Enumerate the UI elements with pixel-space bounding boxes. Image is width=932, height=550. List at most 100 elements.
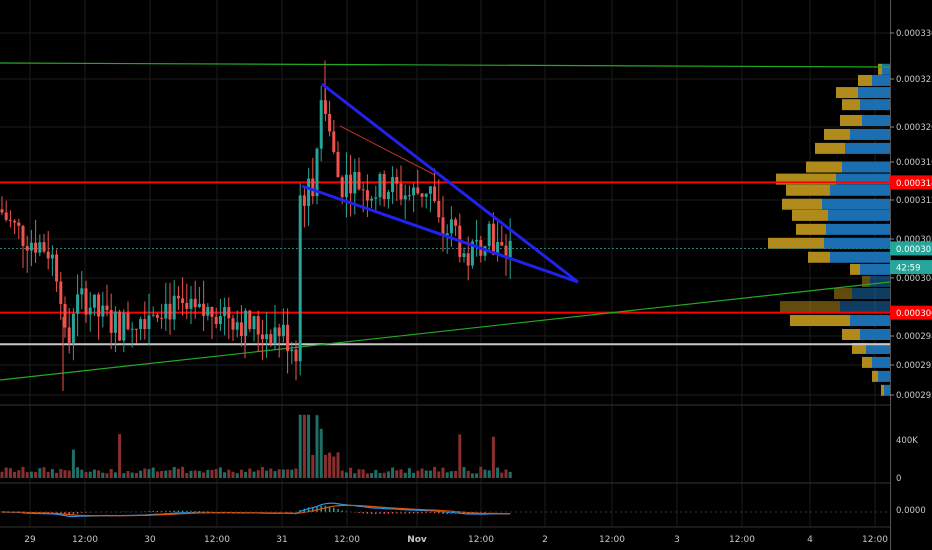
volume-bar — [168, 470, 172, 478]
candle-body — [231, 318, 235, 330]
volume-bar — [4, 467, 8, 478]
price-tick-label: 0.0003200 — [896, 123, 932, 133]
vp-down-bar — [862, 356, 872, 368]
vp-down-bar — [881, 384, 884, 396]
candle-body — [168, 303, 172, 320]
upper-green-trend-line[interactable] — [0, 62, 891, 68]
volume-bar — [374, 469, 378, 478]
vp-down-bar — [780, 301, 840, 313]
volume-bar — [424, 470, 428, 478]
candle-body — [382, 174, 386, 200]
volume-bar — [365, 473, 369, 478]
volume-bar — [302, 414, 306, 478]
volume-bar — [361, 469, 365, 478]
candle-body — [0, 209, 4, 213]
volume-bar — [214, 469, 218, 478]
candle — [357, 157, 361, 191]
candle-body — [470, 241, 474, 266]
candle — [378, 171, 382, 206]
volume-tick-label: 400K — [896, 436, 918, 446]
candle-body — [281, 324, 285, 337]
candle-body — [504, 245, 508, 259]
candle — [386, 189, 390, 209]
volume-bar — [252, 471, 256, 478]
volume-bar — [176, 468, 180, 478]
wedge-upper-line[interactable] — [321, 82, 579, 284]
time-label: 12:00 — [72, 535, 98, 545]
candle-body — [319, 100, 323, 149]
candle — [273, 305, 277, 351]
falling-wedge-pattern[interactable] — [301, 82, 579, 284]
volume-bar — [319, 428, 323, 478]
vp-up-bar — [870, 275, 890, 287]
candle — [172, 280, 176, 331]
volume-bar — [307, 414, 311, 478]
vp-down-bar — [782, 198, 822, 210]
vp-up-bar — [860, 263, 890, 275]
candle — [244, 308, 248, 346]
wedge-lower-line[interactable] — [301, 184, 579, 284]
time-axis[interactable]: 29 12:00 30 12:00 31 12:00 Nov 12:00 2 12:00 3 12:0… — [24, 535, 888, 545]
candle — [416, 169, 420, 195]
time-label: 12:00 — [468, 535, 494, 545]
candle — [55, 249, 59, 293]
badge-countdown — [890, 260, 932, 275]
volume-bar — [466, 470, 470, 478]
candle — [92, 294, 96, 317]
volume-bar — [416, 470, 420, 478]
candle — [134, 328, 138, 344]
vp-up-bar — [882, 63, 890, 75]
volume-bar — [286, 469, 290, 478]
candle-body — [25, 245, 29, 251]
time-label: 12:00 — [729, 535, 755, 545]
candle — [101, 291, 105, 328]
price-tick-label: 0.0003040 — [896, 274, 932, 284]
candle-body — [407, 195, 411, 197]
candle-body — [206, 306, 210, 316]
volume-bar — [67, 470, 71, 478]
candle-body — [76, 294, 80, 314]
volume-profile — [768, 63, 890, 396]
volume-bar — [189, 470, 193, 478]
horizontal-levels — [0, 181, 890, 346]
price-axis-background[interactable] — [891, 0, 932, 550]
volume-bar — [130, 472, 134, 478]
candle-body — [105, 305, 109, 311]
volume-bar — [391, 467, 395, 478]
candle — [328, 100, 332, 137]
candle — [424, 193, 428, 209]
vp-down-bar — [824, 128, 850, 140]
candle — [441, 196, 445, 252]
volume-bar — [449, 471, 453, 478]
candle — [433, 168, 437, 203]
volume-bar — [491, 436, 495, 478]
candle — [80, 270, 84, 310]
vp-up-bar — [824, 237, 890, 249]
badge-red-lower — [890, 305, 932, 320]
candle — [332, 119, 336, 155]
price-axis[interactable]: 0.0003300 0.0003250 0.0003200 0.0003160 0.00… — [890, 29, 932, 401]
badge-current-label: 0.0003073 — [896, 245, 932, 255]
candle-body — [441, 217, 445, 236]
volume-bar — [160, 470, 164, 478]
candle-body — [357, 171, 361, 190]
vp-down-bar — [842, 329, 860, 340]
candle-body — [462, 253, 466, 257]
candle — [176, 286, 180, 310]
vp-up-bar — [836, 173, 890, 185]
candle — [412, 182, 416, 213]
candle-body — [269, 334, 273, 344]
vp-down-bar — [858, 74, 872, 86]
candle-body — [290, 349, 294, 352]
candle — [71, 308, 75, 361]
vp-up-bar — [872, 356, 890, 368]
lower-green-trend-line[interactable] — [0, 281, 891, 381]
volume-bar — [277, 469, 281, 478]
volume-bar — [13, 471, 17, 478]
volume-bar — [454, 470, 458, 478]
time-label: 31 — [276, 535, 287, 545]
vp-down-bar — [796, 223, 826, 235]
volume-bar — [412, 472, 416, 478]
candle — [97, 292, 101, 340]
